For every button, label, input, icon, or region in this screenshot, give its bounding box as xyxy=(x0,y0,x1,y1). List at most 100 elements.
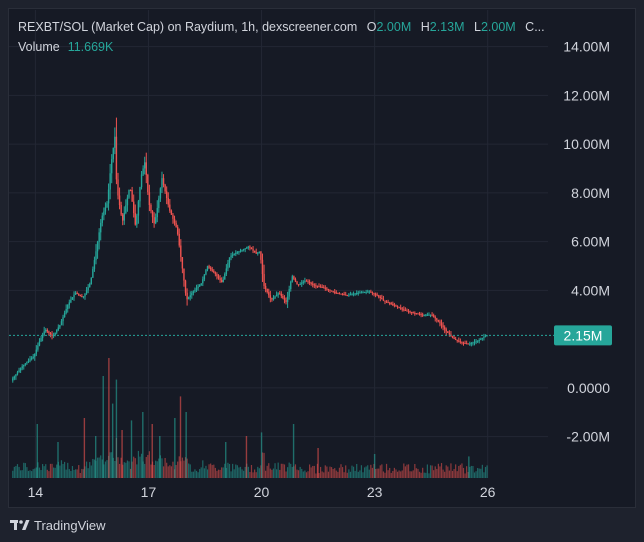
volume-bar xyxy=(385,463,388,478)
candle-body xyxy=(473,341,476,343)
volume-bar xyxy=(436,468,438,478)
volume-bar xyxy=(420,472,422,478)
candle-body xyxy=(396,306,399,308)
volume-bar xyxy=(150,464,152,478)
volume-bar xyxy=(425,472,427,478)
candle-body xyxy=(425,314,427,316)
candle-body xyxy=(172,214,174,219)
candle-body xyxy=(192,291,195,294)
candle-body xyxy=(84,293,86,297)
volume-bar xyxy=(175,465,177,478)
candle-body xyxy=(447,331,449,333)
candle-body xyxy=(12,378,14,381)
volume-bar xyxy=(117,457,119,478)
chart-legend: REXBT/SOL (Market Cap) on Raydium, 1h, d… xyxy=(18,17,545,57)
volume-bar xyxy=(279,469,281,478)
candle-body xyxy=(98,232,100,242)
y-tick-label: 6.00M xyxy=(571,234,610,250)
volume-bar xyxy=(239,466,242,478)
candle-body xyxy=(104,207,107,212)
volume-bar xyxy=(23,462,25,478)
volume-bar xyxy=(211,465,213,478)
volume-row: Volume 11.669K xyxy=(18,37,545,57)
candle-body xyxy=(241,249,243,251)
candle-body xyxy=(181,257,184,269)
candle-body xyxy=(137,201,140,216)
volume-bar xyxy=(324,465,326,478)
volume-bar xyxy=(114,461,116,478)
candle-body xyxy=(169,204,171,211)
candle-body xyxy=(29,359,31,361)
candle-body xyxy=(377,295,380,297)
volume-bar xyxy=(206,469,209,478)
volume-bar xyxy=(87,468,89,478)
candle-body xyxy=(382,299,385,301)
candle-body xyxy=(151,211,154,218)
volume-bar xyxy=(469,466,471,478)
candle-body xyxy=(140,174,143,188)
candle-body xyxy=(216,274,218,277)
volume-bar xyxy=(422,467,424,478)
candle-body xyxy=(134,213,136,225)
candle-body xyxy=(143,162,146,169)
volume-bar xyxy=(409,471,411,478)
candle-body xyxy=(63,313,66,318)
candle-body xyxy=(73,294,75,298)
volume-bar xyxy=(418,471,421,478)
volume-bar xyxy=(307,471,309,478)
volume-bar xyxy=(76,469,78,478)
candle-body xyxy=(486,335,488,337)
candle-body xyxy=(244,248,246,250)
volume-bar xyxy=(68,469,70,478)
volume-bar xyxy=(348,469,350,478)
volume-bar xyxy=(486,465,488,478)
candle-body xyxy=(147,174,149,193)
volume-bar xyxy=(310,467,312,478)
candle-body xyxy=(459,341,462,343)
volume-bar xyxy=(321,471,323,478)
candle-body xyxy=(348,294,350,296)
footer[interactable]: TradingView xyxy=(10,514,106,536)
candle-body xyxy=(461,342,463,344)
volume-bar xyxy=(407,464,410,478)
candle-body xyxy=(70,299,72,303)
volume-bar xyxy=(109,452,111,478)
volume-bar xyxy=(396,471,399,478)
candle-body xyxy=(167,197,169,205)
candle-body xyxy=(310,282,312,284)
volume-bar xyxy=(439,466,441,478)
candle-body xyxy=(250,247,253,250)
volume-bar xyxy=(90,465,92,478)
volume-bar xyxy=(128,461,130,478)
candle-body xyxy=(224,274,226,280)
volume-bar xyxy=(434,466,436,478)
volume-bar xyxy=(93,459,96,478)
current-price-tag xyxy=(554,325,612,346)
volume-bar xyxy=(254,469,256,478)
volume-bar xyxy=(189,464,191,478)
candle-body xyxy=(340,293,342,295)
volume-bar xyxy=(323,472,325,478)
candle-body xyxy=(170,210,173,215)
candle-body xyxy=(410,312,413,314)
candle-body xyxy=(79,294,82,296)
candle-body xyxy=(261,259,264,275)
volume-bar xyxy=(327,471,330,478)
volume-bars xyxy=(12,358,488,478)
volume-bar xyxy=(390,472,392,478)
tradingview-brand[interactable]: TradingView xyxy=(34,517,106,533)
candle-body xyxy=(374,293,377,295)
candle-body xyxy=(272,297,275,300)
candle-body xyxy=(206,266,209,270)
candle-body xyxy=(288,289,290,297)
volume-bar xyxy=(24,463,26,478)
volume-bar xyxy=(305,472,308,478)
volume-spike xyxy=(179,396,182,478)
candle-body xyxy=(26,362,28,364)
candle-body xyxy=(150,205,152,212)
volume-bar xyxy=(232,463,234,478)
volume-bar xyxy=(431,465,433,478)
candle-body xyxy=(101,215,103,223)
volume-bar xyxy=(188,463,190,478)
